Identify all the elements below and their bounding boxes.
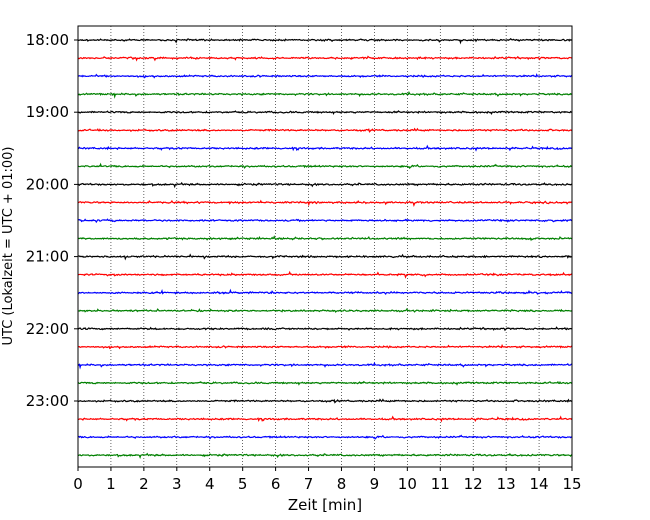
trace-2245 [77, 380, 573, 386]
trace-1815 [77, 55, 573, 62]
trace-2115 [77, 270, 573, 279]
trace-1830 [77, 73, 573, 79]
y-tick-label: 20:00 [26, 175, 69, 193]
x-tick-label: 9 [370, 475, 380, 493]
plot-area [78, 26, 572, 467]
trace-2300 [77, 398, 573, 404]
x-tick-label: 1 [106, 475, 116, 493]
trace-2000 [77, 181, 573, 189]
trace-2330 [77, 434, 573, 440]
x-tick-label: 11 [431, 475, 450, 493]
trace-1800 [78, 38, 573, 45]
traces [77, 38, 573, 460]
x-tick-label: 6 [271, 475, 281, 493]
x-tick-label: 4 [205, 475, 215, 493]
x-tick-label: 12 [464, 475, 483, 493]
trace-1930 [77, 144, 573, 152]
trace-2130 [77, 288, 573, 296]
x-tick-label: 10 [398, 475, 417, 493]
trace-2315 [77, 415, 573, 423]
y-axis-label: UTC (Lokalzeit = UTC + 01:00) [1, 147, 16, 346]
trace-1915 [77, 127, 573, 133]
x-tick-label: 3 [172, 475, 182, 493]
trace-2215 [77, 343, 573, 350]
y-tick-label: 23:00 [26, 392, 69, 410]
x-tick-label: 2 [139, 475, 149, 493]
x-tick-label: 14 [530, 475, 549, 493]
trace-2030 [78, 218, 573, 224]
trace-2045 [77, 235, 573, 242]
trace-2100 [77, 253, 573, 261]
y-tick-label: 18:00 [26, 31, 69, 49]
y-tick-label: 22:00 [26, 320, 69, 338]
y-axis-ticks: 18:00 19:00 20:00 21:00 22:00 23:00 [26, 31, 78, 410]
x-tick-label: 8 [337, 475, 347, 493]
x-tick-label: 15 [562, 475, 581, 493]
y-tick-label: 21:00 [26, 248, 69, 266]
trace-1900 [77, 110, 573, 115]
trace-2015 [77, 199, 573, 207]
trace-1845 [77, 90, 573, 99]
trace-1945 [77, 162, 573, 170]
plot-frame [77, 25, 573, 468]
x-tick-label: 5 [238, 475, 248, 493]
x-tick-label: 0 [73, 475, 83, 493]
x-tick-label: 13 [497, 475, 516, 493]
y-tick-label: 19:00 [26, 103, 69, 121]
x-tick-label: 7 [304, 475, 314, 493]
trace-2145 [77, 307, 573, 313]
x-axis-ticks: 0 1 2 3 4 5 6 7 8 9 10 11 12 13 14 15 [73, 467, 582, 493]
trace-2200 [77, 326, 573, 332]
trace-2345 [77, 452, 573, 460]
x-axis-label: Zeit [min] [288, 496, 362, 514]
trace-2230 [77, 361, 573, 370]
